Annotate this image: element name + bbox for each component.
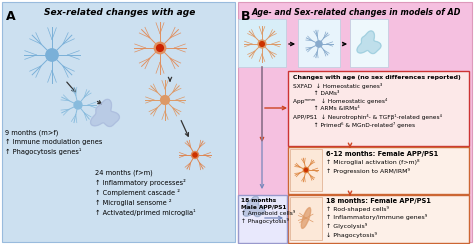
FancyBboxPatch shape <box>298 19 340 67</box>
Text: ↑ Amoeboid cells⁹
↑ Phagocytosis⁹: ↑ Amoeboid cells⁹ ↑ Phagocytosis⁹ <box>241 211 295 224</box>
FancyBboxPatch shape <box>238 19 286 67</box>
Circle shape <box>193 153 197 157</box>
Text: 18 months: Female APP/PS1: 18 months: Female APP/PS1 <box>326 198 431 204</box>
FancyBboxPatch shape <box>350 19 388 67</box>
Text: 6-12 months: Female APP/PS1: 6-12 months: Female APP/PS1 <box>326 151 438 157</box>
Circle shape <box>304 168 308 172</box>
Text: 9 months (m>f)
↑ Immune modulation genes
↑ Phagocytosis genes¹: 9 months (m>f) ↑ Immune modulation genes… <box>5 130 102 155</box>
Circle shape <box>260 42 264 46</box>
FancyBboxPatch shape <box>2 2 235 242</box>
Text: Age- and Sex-related changes in models of AD: Age- and Sex-related changes in models o… <box>251 8 461 17</box>
FancyBboxPatch shape <box>289 194 470 243</box>
FancyBboxPatch shape <box>290 149 322 191</box>
Text: ↑ Rod-shaped cells⁹
↑ Inflammatory/immune genes⁹
↑ Glycolysis⁹
↓ Phagocytosis⁹: ↑ Rod-shaped cells⁹ ↑ Inflammatory/immun… <box>326 206 427 237</box>
Polygon shape <box>91 99 119 127</box>
Polygon shape <box>357 31 381 54</box>
FancyBboxPatch shape <box>238 2 472 242</box>
Text: 18 months
Male APP/PS1: 18 months Male APP/PS1 <box>241 198 286 209</box>
Circle shape <box>46 49 58 61</box>
Text: A: A <box>6 10 16 23</box>
Text: Sex-related changes with age: Sex-related changes with age <box>44 8 196 17</box>
Text: SXFAD  ↓ Homeostatic genes³
           ↑ DAMs³
Appᵐᵐᵐ   ↓ Homeostatic genes⁴
   : SXFAD ↓ Homeostatic genes³ ↑ DAMs³ Appᵐᵐ… <box>293 83 442 129</box>
FancyBboxPatch shape <box>290 197 322 240</box>
FancyBboxPatch shape <box>238 194 288 243</box>
Circle shape <box>258 40 266 48</box>
Text: 24 months (f>m)
↑ Inflammatory processes²
↑ Complement cascade ²
↑ Microglial se: 24 months (f>m) ↑ Inflammatory processes… <box>95 170 196 216</box>
FancyBboxPatch shape <box>289 146 470 193</box>
Circle shape <box>156 45 164 51</box>
Circle shape <box>74 101 82 109</box>
Polygon shape <box>243 196 265 217</box>
Ellipse shape <box>301 208 310 228</box>
Circle shape <box>303 167 309 173</box>
Text: ↑ Microglial activation (f>m)⁸
↑ Progression to ARM/IRM⁹: ↑ Microglial activation (f>m)⁸ ↑ Progres… <box>326 159 419 173</box>
Circle shape <box>154 42 166 54</box>
Circle shape <box>191 152 199 159</box>
Text: B: B <box>241 10 250 23</box>
Circle shape <box>161 96 169 104</box>
Circle shape <box>316 41 322 47</box>
FancyBboxPatch shape <box>289 71 470 145</box>
Text: Changes with age (no sex differences reported): Changes with age (no sex differences rep… <box>293 75 461 80</box>
